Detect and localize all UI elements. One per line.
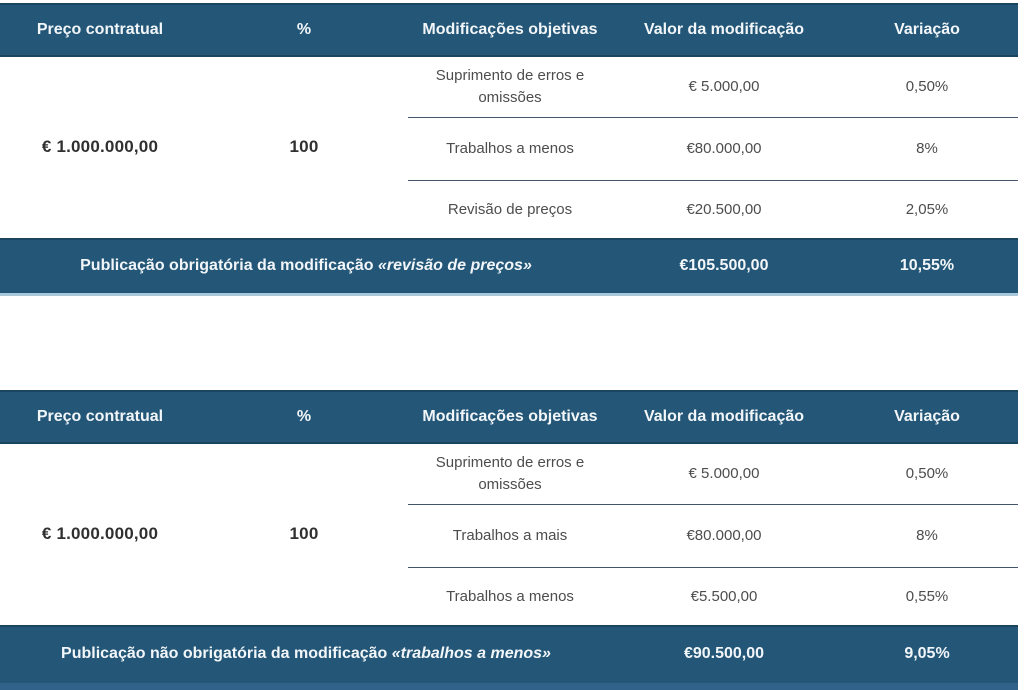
table-body: € 1.000.000,00 100 Suprimento de erros e… — [0, 57, 1018, 238]
header-cell-percent: % — [296, 408, 312, 425]
modification-value: €5.500,00 — [612, 567, 836, 625]
footer-label-text: Publicação obrigatória da modificação «r… — [80, 257, 532, 275]
modification-table-mandatory: Preço contratual % Modificações objetiva… — [0, 3, 1018, 296]
modification-value: €80.000,00 — [612, 504, 836, 567]
footer-total-variation: 9,05% — [904, 645, 950, 662]
modification-label: Revisão de preços — [408, 180, 612, 238]
footer-total-variation: 10,55% — [899, 256, 955, 274]
footer-total-value: €105.500,00 — [679, 256, 769, 274]
header-cell-modificacoes-objetivas: Modificações objetivas — [422, 408, 598, 425]
header-cell-variacao: Variação — [894, 21, 960, 38]
header-cell-valor-modificacao: Valor da modificação — [643, 21, 805, 38]
footer-label-prefix: Publicação obrigatória da modificação — [80, 256, 378, 274]
modification-variation: 2,05% — [836, 180, 1018, 238]
footer-label-prefix: Publicação não obrigatória da modificaçã… — [61, 645, 392, 662]
modification-variation: 0,50% — [905, 465, 949, 483]
modification-label: Trabalhos a menos — [408, 567, 612, 625]
footer-publication-label: Publicação obrigatória da modificação «r… — [0, 238, 612, 293]
header-cell-preco-contratual: Preço contratual — [36, 21, 164, 38]
footer-total-value: €90.500,00 — [683, 645, 765, 662]
header-cell-percent: % — [296, 21, 312, 38]
modification-value: € 5.000,00 — [688, 78, 760, 96]
table-header-row: Preço contratual % Modificações objetiva… — [0, 3, 1018, 57]
modification-variation: 8% — [836, 504, 1018, 567]
contract-percent-value: 100 — [289, 137, 319, 157]
contract-percent-value: 100 — [289, 524, 319, 544]
modification-table-non-mandatory: Preço contratual % Modificações objetiva… — [0, 390, 1018, 690]
footer-label-text: Publicação não obrigatória da modificaçã… — [61, 645, 551, 663]
header-cell-preco-contratual: Preço contratual — [36, 408, 164, 425]
table-bottom-edge — [0, 683, 1018, 690]
footer-label-emphasis: «trabalhos a menos» — [391, 645, 551, 662]
modification-variation: 0,55% — [836, 567, 1018, 625]
modification-label: Suprimento de erros e omissões — [435, 67, 585, 106]
contract-price-value: € 1.000.000,00 — [41, 524, 159, 544]
modification-value: € 5.000,00 — [688, 465, 760, 483]
modification-label: Suprimento de erros e omissões — [435, 454, 585, 493]
modification-value: €20.500,00 — [612, 180, 836, 238]
footer-publication-label: Publicação não obrigatória da modificaçã… — [0, 625, 612, 683]
table-body: € 1.000.000,00 100 Suprimento de erros e… — [0, 444, 1018, 625]
table-footer-row: Publicação não obrigatória da modificaçã… — [0, 625, 1018, 683]
contract-price-value: € 1.000.000,00 — [41, 137, 159, 157]
modification-value: €80.000,00 — [612, 117, 836, 180]
header-cell-valor-modificacao: Valor da modificação — [643, 408, 805, 425]
header-cell-variacao: Variação — [894, 408, 960, 425]
modification-label: Trabalhos a mais — [408, 504, 612, 567]
table-footer-row: Publicação obrigatória da modificação «r… — [0, 238, 1018, 296]
header-cell-modificacoes-objetivas: Modificações objetivas — [422, 21, 598, 38]
footer-label-emphasis: «revisão de preços» — [377, 256, 532, 274]
modification-variation: 8% — [836, 117, 1018, 180]
table-header-row: Preço contratual % Modificações objetiva… — [0, 390, 1018, 444]
modification-variation: 0,50% — [905, 78, 949, 96]
modification-label: Trabalhos a menos — [408, 117, 612, 180]
